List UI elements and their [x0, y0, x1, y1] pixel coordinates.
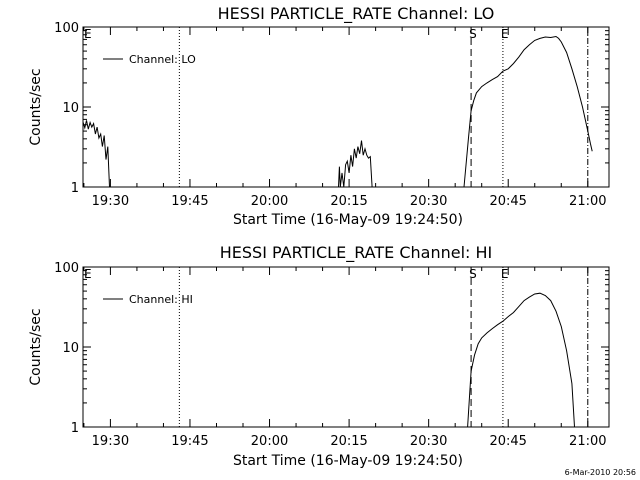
x-tick-label: 19:45	[171, 434, 208, 449]
series-line-segment	[82, 120, 110, 188]
y-tick-label: 10	[62, 341, 79, 356]
y-tick-label: 1	[71, 181, 79, 196]
x-tick-label: 20:15	[330, 194, 367, 209]
x-tick-label: 21:00	[569, 194, 606, 209]
y-axis-label: Counts/sec	[28, 68, 44, 145]
plot-frame	[82, 266, 610, 428]
marker-label: E	[84, 267, 92, 281]
y-tick-label: 10	[62, 101, 79, 116]
x-tick-label: 20:30	[410, 194, 447, 209]
x-tick-label: 19:30	[92, 194, 129, 209]
series-line-segment	[467, 292, 575, 428]
x-tick-label: 19:45	[171, 194, 208, 209]
legend-label: Channel: HI	[129, 293, 193, 306]
x-tick-label: 20:45	[489, 194, 526, 209]
y-tick-label: 100	[54, 261, 79, 276]
x-tick-label: 19:30	[92, 434, 129, 449]
x-tick-label: 21:00	[569, 434, 606, 449]
marker-label: E	[501, 27, 509, 41]
x-tick-label: 20:00	[251, 434, 288, 449]
marker-label: E	[84, 27, 92, 41]
series-line-segment	[338, 140, 373, 188]
x-tick-label: 20:15	[330, 434, 367, 449]
chart-title: HESSI PARTICLE_RATE Channel: LO	[218, 4, 495, 24]
chart-panel-1: HESSI PARTICLE_RATE Channel: LO Start Tim…	[28, 4, 610, 228]
chart-panel-2: HESSI PARTICLE_RATE Channel: HI Start Tim…	[28, 243, 610, 469]
marker-label: E	[501, 267, 509, 281]
y-tick-label: 1	[71, 421, 79, 436]
x-axis-label: Start Time (16-May-09 19:24:50)	[233, 212, 463, 228]
y-tick-label: 100	[54, 21, 79, 36]
marker-label: S	[469, 267, 477, 281]
series-line-segment	[463, 35, 593, 188]
x-tick-label: 20:30	[410, 434, 447, 449]
chart-title: HESSI PARTICLE_RATE Channel: HI	[220, 243, 493, 263]
plot-timestamp: 6-Mar-2010 20:56	[565, 468, 636, 477]
marker-label: S	[469, 27, 477, 41]
x-tick-label: 20:45	[489, 434, 526, 449]
x-axis-label: Start Time (16-May-09 19:24:50)	[233, 453, 463, 469]
legend-label: Channel: LO	[129, 53, 196, 66]
x-tick-label: 20:00	[251, 194, 288, 209]
y-axis-label: Counts/sec	[28, 308, 44, 385]
